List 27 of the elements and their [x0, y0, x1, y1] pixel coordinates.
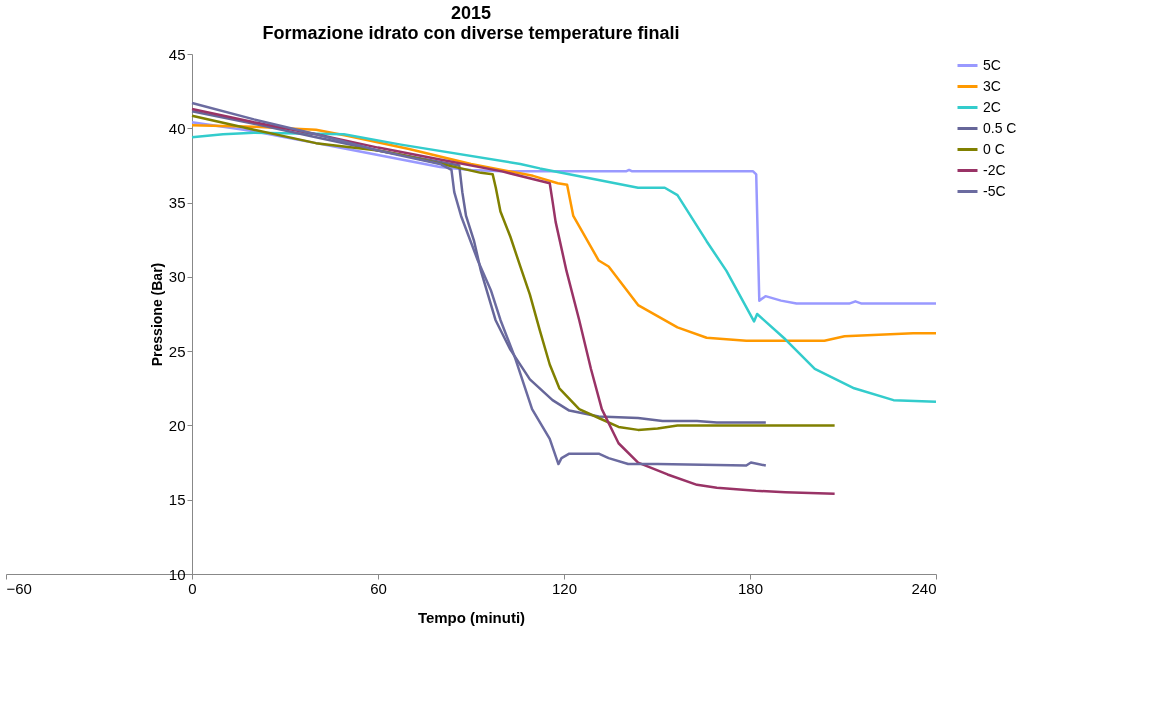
y-tick-label: 15	[168, 491, 186, 509]
legend-label: 5C	[983, 56, 1001, 73]
text: Formazione idrato con diverse temperature finali	[262, 23, 680, 43]
x-tick-label: −60	[6, 579, 32, 597]
x-tick-label: 0	[188, 579, 197, 597]
legend-label: -2C	[983, 161, 1006, 178]
y-tick-label: 10	[168, 565, 186, 583]
y-tick-label: 35	[168, 194, 186, 212]
x-tick-label: 60	[370, 579, 387, 597]
line-series	[190, 131, 938, 403]
y-tick-label: 40	[168, 119, 186, 137]
line-series	[190, 107, 836, 496]
legend-label: 0.5 C	[983, 119, 1017, 136]
x-tick-label: 120	[551, 579, 578, 597]
legend-label: 0 C	[983, 140, 1005, 157]
y-tick-label: 45	[168, 45, 186, 63]
y-tick-label: 30	[168, 268, 186, 286]
legend-label: 2C	[983, 98, 1001, 115]
x-axis-title: Tempo (minuti)	[417, 608, 526, 626]
y-tick-label: 20	[168, 416, 186, 434]
x-tick-label: 240	[911, 579, 937, 597]
y-axis-title: Pressione (Bar)	[148, 262, 165, 367]
y-tick-label: 25	[168, 342, 186, 360]
text: 2015	[450, 3, 492, 23]
x-tick-label: 180	[737, 579, 764, 597]
legend-label: 3C	[983, 77, 1001, 94]
legend-label: -5C	[983, 182, 1006, 199]
